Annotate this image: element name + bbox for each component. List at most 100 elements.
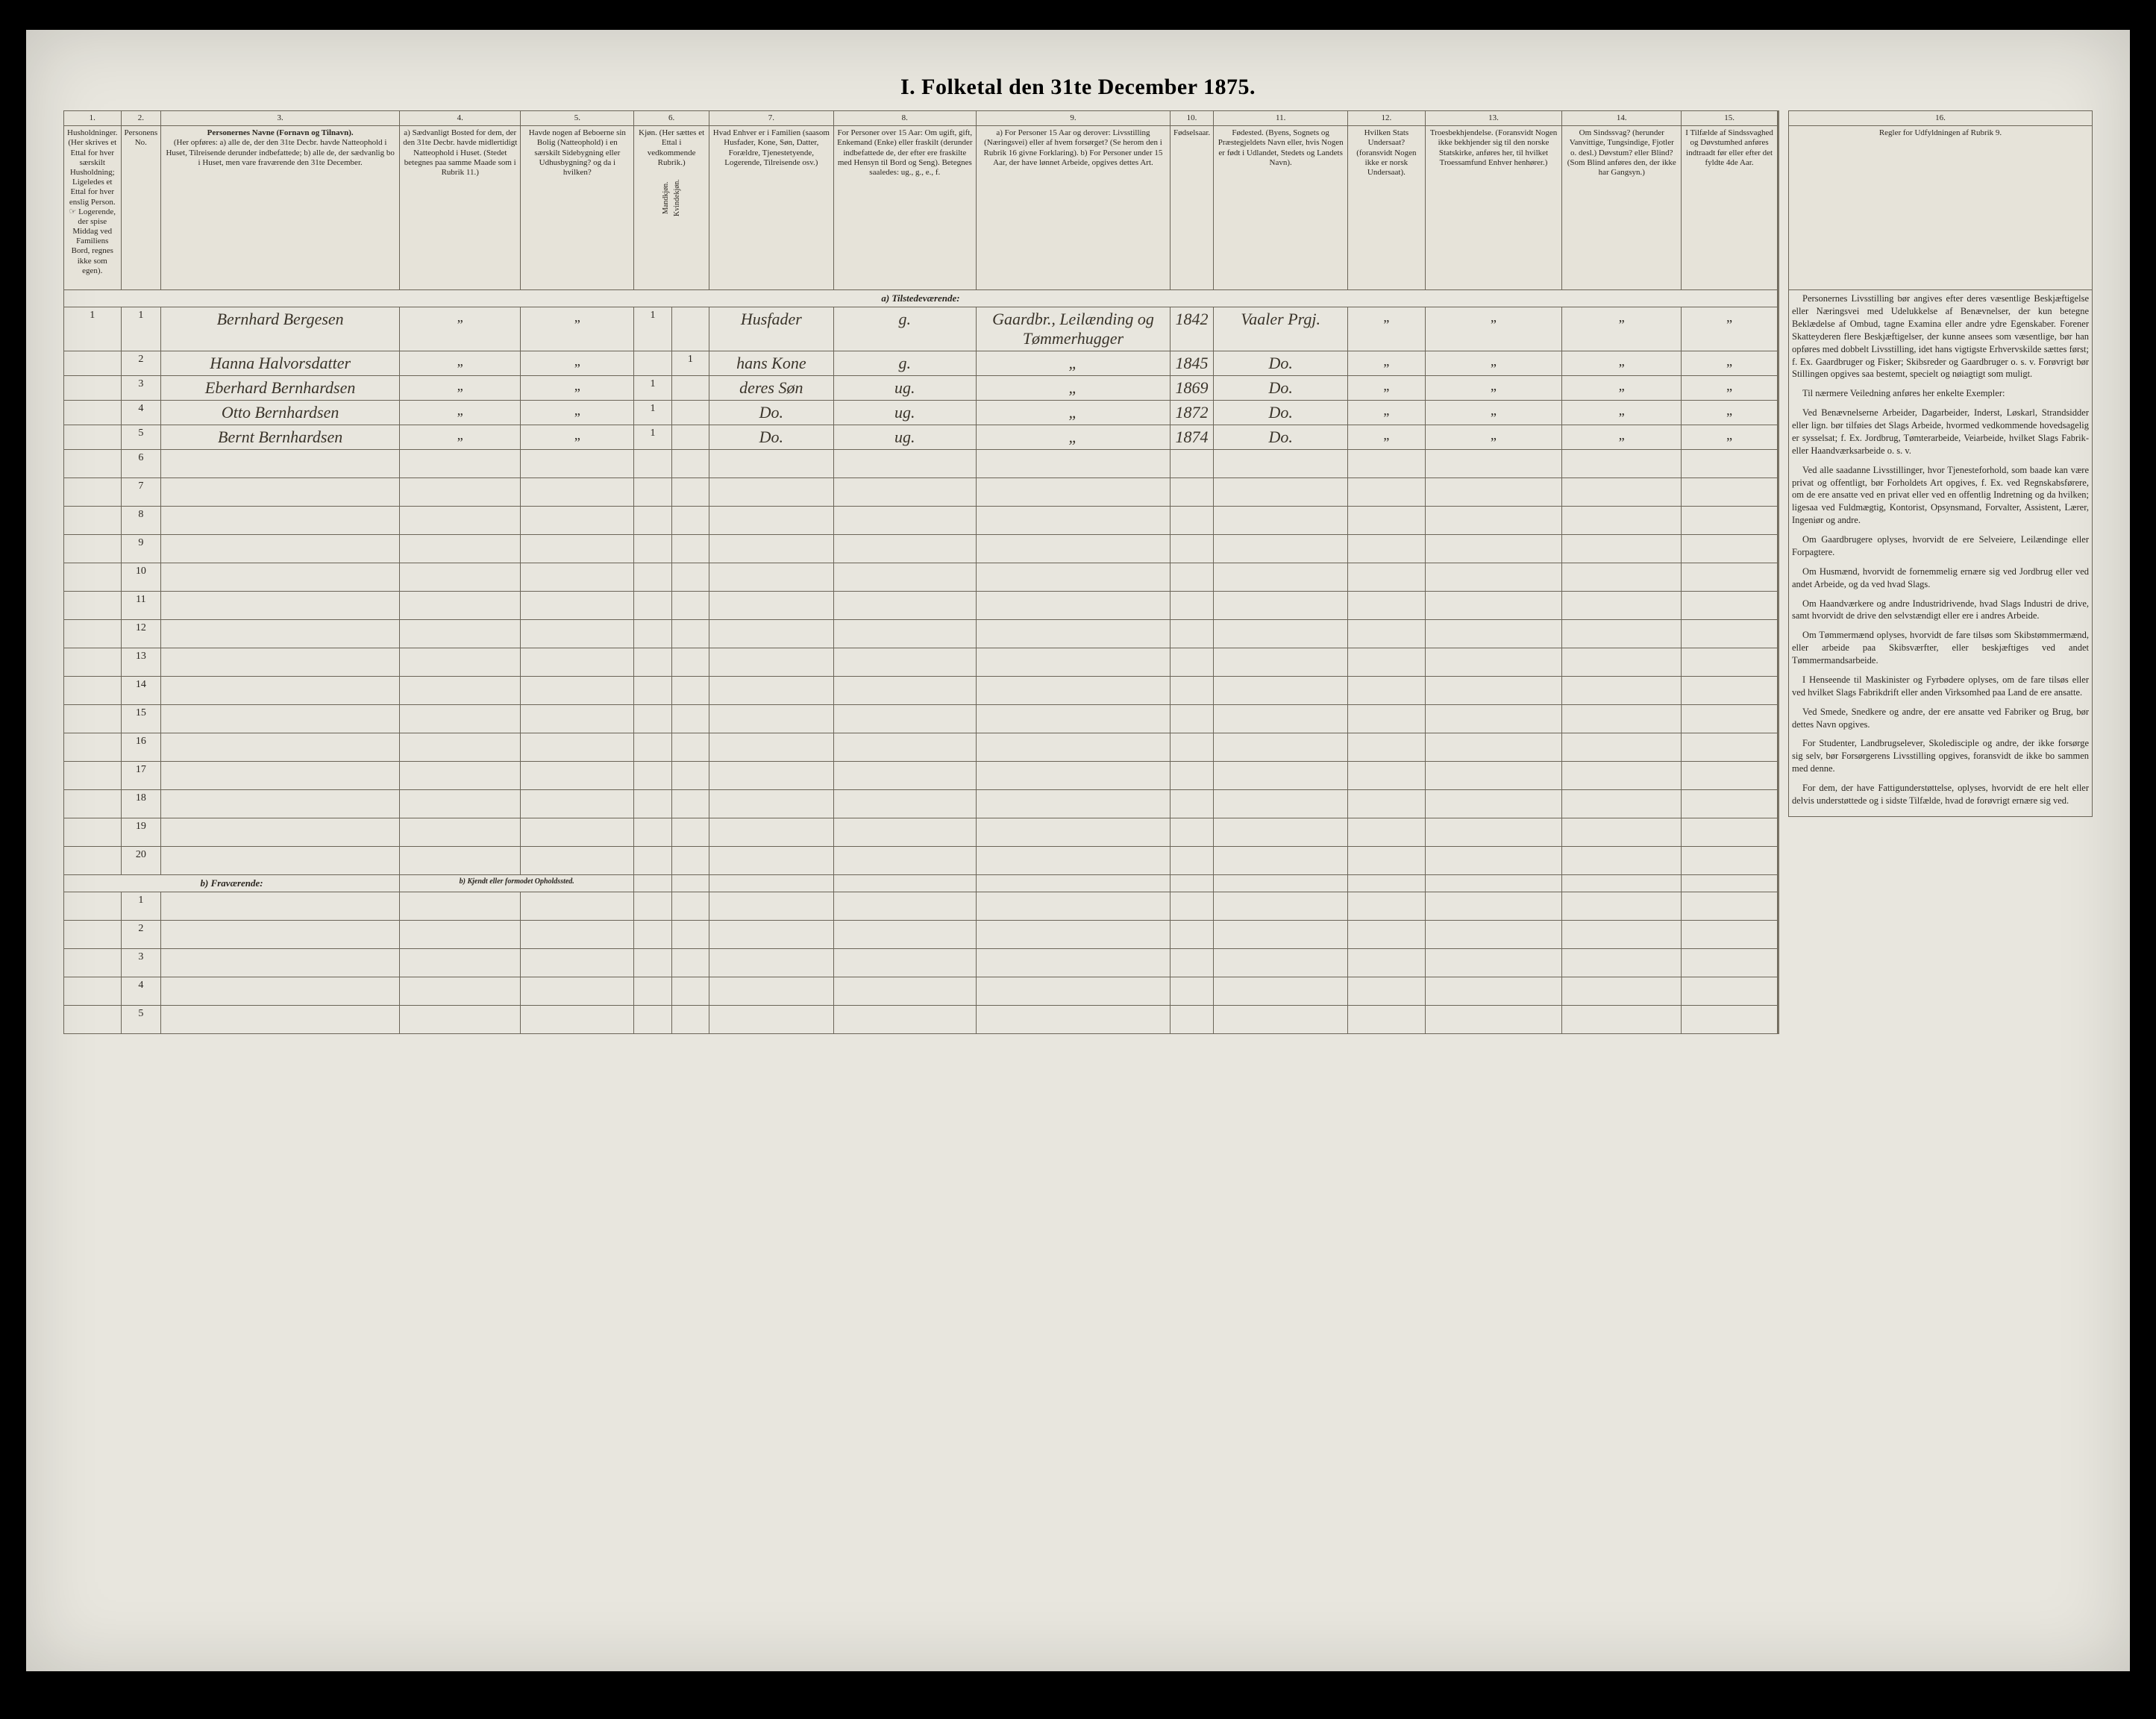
- blank-row: 12: [64, 620, 1778, 648]
- cell: [521, 818, 634, 847]
- cell: [976, 592, 1170, 620]
- cell: [709, 892, 834, 921]
- census-table-area: 1. 2. 3. 4. 5. 6. 7. 8. 9. 10. 11. 12. 1…: [63, 110, 1779, 1034]
- hdr-3-sub: (Her opføres: a) alle de, der den 31te D…: [166, 138, 394, 166]
- cell: „: [400, 307, 521, 351]
- cell: [671, 648, 709, 677]
- cell: [709, 478, 834, 507]
- cell: [1214, 875, 1348, 892]
- colnum-10: 10.: [1170, 111, 1213, 126]
- cell: [64, 733, 122, 762]
- cell: [161, 450, 400, 478]
- cell: [1425, 450, 1562, 478]
- cell: [833, 875, 976, 892]
- cell: [1170, 892, 1213, 921]
- cell: [1425, 790, 1562, 818]
- section-b-label: b) Fraværende:: [64, 875, 400, 892]
- cell: ug.: [833, 376, 976, 401]
- cell: Bernhard Bergesen: [161, 307, 400, 351]
- cell: Husfader: [709, 307, 834, 351]
- cell: [1562, 563, 1682, 592]
- blank-row: 15: [64, 705, 1778, 733]
- cell: [1214, 818, 1348, 847]
- table-body: a) Tilstedeværende: 11Bernhard Bergesen„…: [64, 290, 1778, 1034]
- colnum-8: 8.: [833, 111, 976, 126]
- cell: [521, 563, 634, 592]
- cell: [1562, 620, 1682, 648]
- rubrik-p3: Ved Benævnelserne Arbeider, Dagarbeider,…: [1792, 407, 2089, 457]
- colnum-11: 11.: [1214, 111, 1348, 126]
- cell: [1425, 1006, 1562, 1034]
- cell: [1170, 733, 1213, 762]
- cell: [1170, 818, 1213, 847]
- section-a-row: a) Tilstedeværende:: [64, 290, 1778, 307]
- rubrik-p8: Om Tømmermænd oplyses, hvorvidt de fare …: [1792, 629, 2089, 667]
- cell: [64, 376, 122, 401]
- rubrik-p10: Ved Smede, Snedkere og andre, der ere an…: [1792, 706, 2089, 731]
- cell: [709, 790, 834, 818]
- cell: [521, 507, 634, 535]
- cell: „: [1425, 401, 1562, 425]
- cell: [634, 875, 671, 892]
- cell: 5: [121, 1006, 161, 1034]
- cell: [1682, 921, 1778, 949]
- cell: [634, 507, 671, 535]
- page-spread: 1. 2. 3. 4. 5. 6. 7. 8. 9. 10. 11. 12. 1…: [63, 110, 2093, 1034]
- cell: [634, 620, 671, 648]
- cell: [833, 705, 976, 733]
- cell: [64, 790, 122, 818]
- cell: [1562, 977, 1682, 1006]
- cell: [1214, 620, 1348, 648]
- cell: [1348, 762, 1425, 790]
- cell: [671, 478, 709, 507]
- cell: „: [1682, 376, 1778, 401]
- cell: [976, 1006, 1170, 1034]
- cell: [1562, 921, 1682, 949]
- cell: [976, 648, 1170, 677]
- cell: [521, 705, 634, 733]
- cell: [976, 762, 1170, 790]
- cell: [64, 949, 122, 977]
- cell: [400, 790, 521, 818]
- cell: 19: [121, 818, 161, 847]
- cell: [161, 592, 400, 620]
- cell: „: [1425, 425, 1562, 450]
- cell: [400, 478, 521, 507]
- blank-row: 8: [64, 507, 1778, 535]
- cell: [64, 450, 122, 478]
- cell: [521, 762, 634, 790]
- cell: deres Søn: [709, 376, 834, 401]
- cell: 18: [121, 790, 161, 818]
- cell: [1682, 875, 1778, 892]
- blank-row: 10: [64, 563, 1778, 592]
- cell: [64, 401, 122, 425]
- cell: „: [1682, 307, 1778, 351]
- hdr-6b: Kvindekjøn.: [673, 168, 682, 228]
- cell: „: [976, 425, 1170, 450]
- cell: [709, 875, 834, 892]
- cell: 1: [634, 376, 671, 401]
- cell: [671, 705, 709, 733]
- cell: [1214, 949, 1348, 977]
- cell: [400, 592, 521, 620]
- cell: 15: [121, 705, 161, 733]
- cell: [671, 592, 709, 620]
- cell: [400, 892, 521, 921]
- cell: [709, 592, 834, 620]
- cell: [1562, 818, 1682, 847]
- cell: [64, 425, 122, 450]
- cell: [634, 351, 671, 376]
- cell: Do.: [1214, 425, 1348, 450]
- cell: [709, 847, 834, 875]
- cell: [671, 507, 709, 535]
- cell: 3: [121, 376, 161, 401]
- cell: [64, 847, 122, 875]
- cell: [161, 921, 400, 949]
- cell: [521, 977, 634, 1006]
- cell: [1214, 847, 1348, 875]
- cell: [833, 977, 976, 1006]
- cell: [521, 892, 634, 921]
- cell: [671, 425, 709, 450]
- cell: [634, 563, 671, 592]
- cell: [1348, 1006, 1425, 1034]
